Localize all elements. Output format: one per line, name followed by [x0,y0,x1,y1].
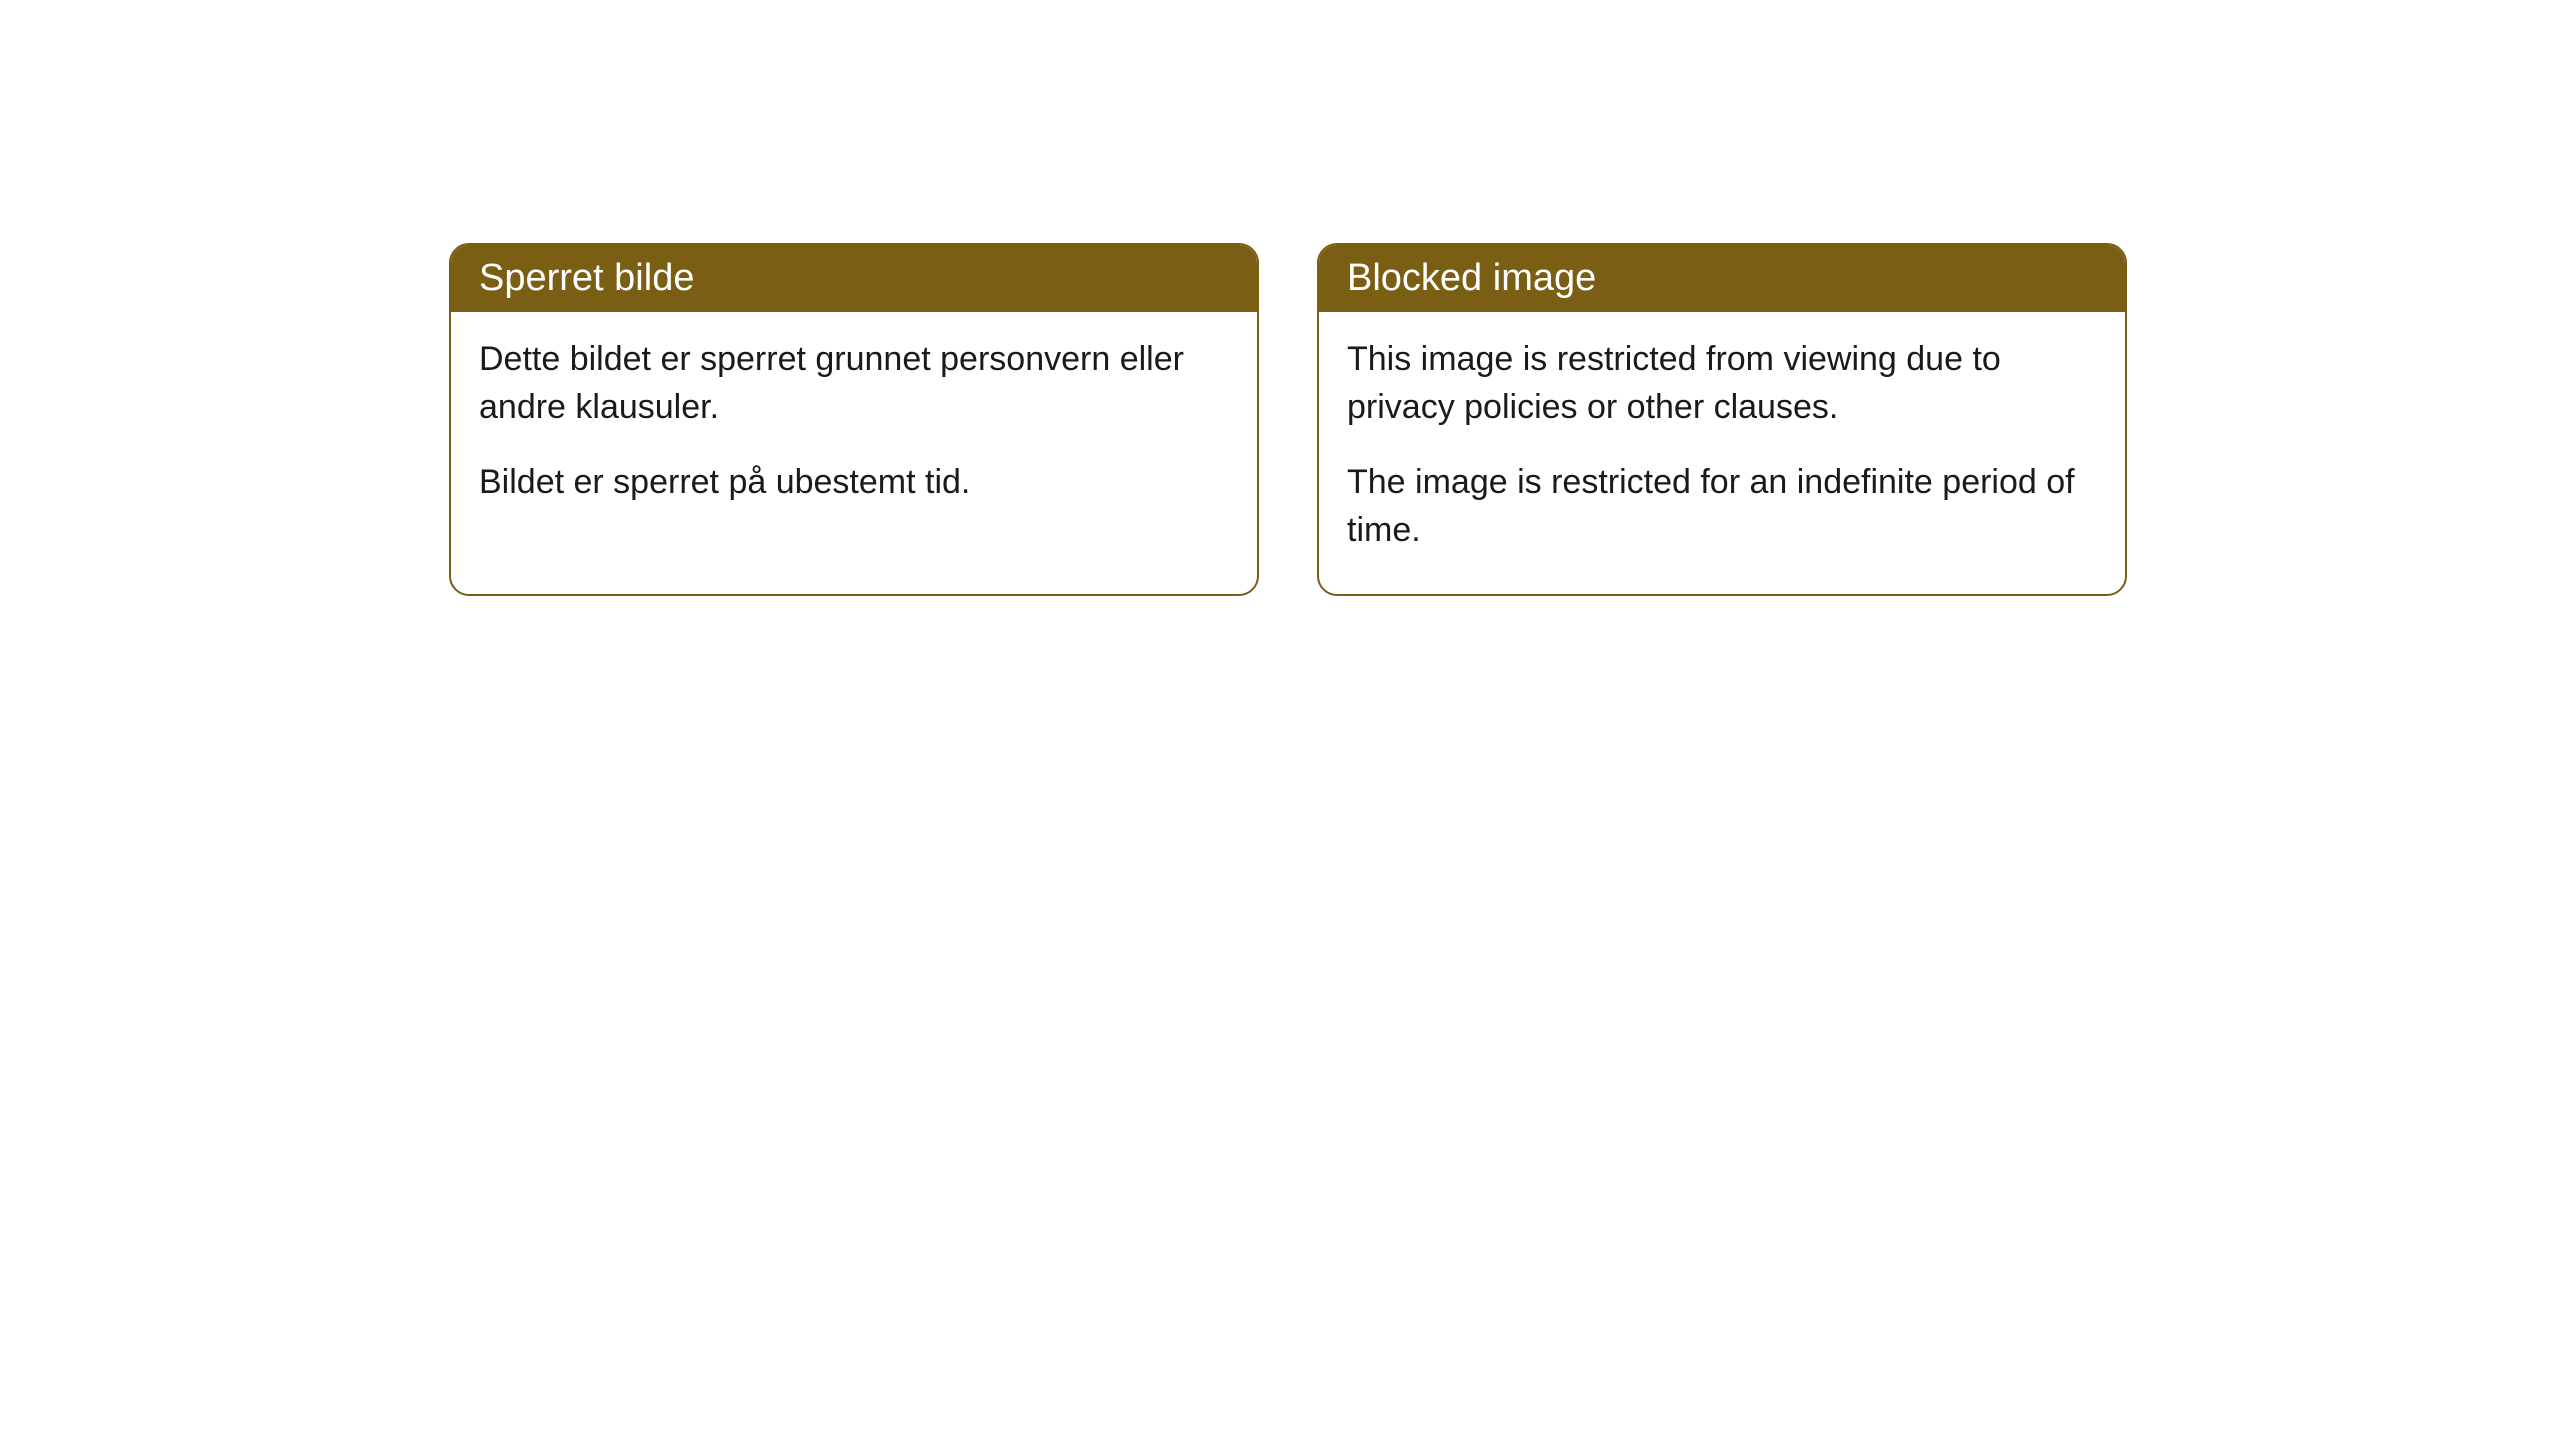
card-title: Sperret bilde [479,257,694,299]
card-body: Dette bildet er sperret grunnet personve… [451,312,1257,547]
card-paragraph-2: Bildet er sperret på ubestemt tid. [479,459,1229,507]
blocked-image-card-norwegian: Sperret bilde Dette bildet er sperret gr… [449,243,1259,596]
card-title: Blocked image [1347,257,1596,299]
card-paragraph-1: Dette bildet er sperret grunnet personve… [479,336,1229,431]
cards-container: Sperret bilde Dette bildet er sperret gr… [449,243,2560,596]
blocked-image-card-english: Blocked image This image is restricted f… [1317,243,2127,596]
card-paragraph-1: This image is restricted from viewing du… [1347,336,2097,431]
card-paragraph-2: The image is restricted for an indefinit… [1347,459,2097,554]
card-header: Sperret bilde [451,245,1257,312]
card-header: Blocked image [1319,245,2125,312]
card-body: This image is restricted from viewing du… [1319,312,2125,594]
